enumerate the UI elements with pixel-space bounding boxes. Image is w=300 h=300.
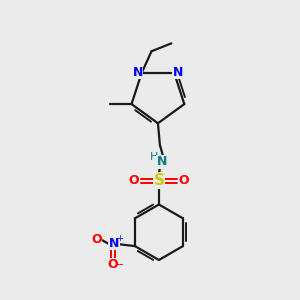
Text: N: N — [173, 66, 183, 79]
Text: N: N — [157, 155, 167, 168]
Text: O: O — [91, 233, 102, 246]
Text: N: N — [133, 66, 143, 79]
Text: +: + — [117, 234, 124, 243]
Text: O: O — [129, 174, 140, 187]
Text: N: N — [109, 237, 119, 250]
Text: S: S — [153, 173, 164, 188]
Text: H: H — [150, 152, 158, 162]
Text: O: O — [178, 174, 189, 187]
Text: O: O — [108, 258, 118, 272]
Text: −: − — [116, 260, 124, 270]
